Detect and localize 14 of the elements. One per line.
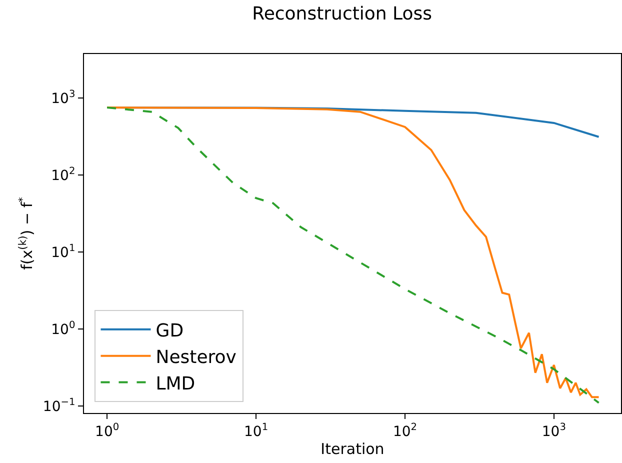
y-tick-label: 10$^{−1}$ [42, 396, 76, 415]
x-tick-label: 10$^{0}$ [95, 422, 120, 440]
y-tick-label: 10$^{3}$ [51, 88, 76, 107]
x-axis-title: Iteration [320, 440, 384, 458]
y-tick-label: 10$^{0}$ [51, 320, 76, 338]
legend-label: GD [156, 320, 184, 342]
x-tick-label: 10$^{2}$ [392, 422, 418, 440]
x-tick-label: 10$^{3}$ [542, 422, 566, 440]
x-tick-label: 10$^{1}$ [244, 422, 268, 440]
legend-label: Nesterov [156, 346, 237, 368]
y-tick-label: 10$^{1}$ [51, 242, 76, 261]
legend-label: LMD [156, 373, 196, 394]
y-tick-label: 10$^{2}$ [51, 166, 76, 184]
chart-title: Reconstruction Loss [252, 4, 432, 25]
